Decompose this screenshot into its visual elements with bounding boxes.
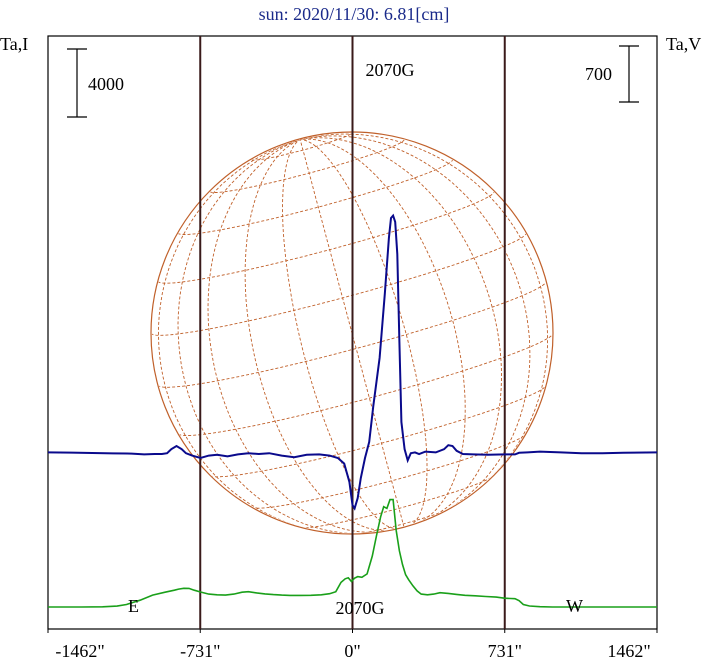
x-tick-label: 731" <box>488 641 522 661</box>
intensity-scale-bar <box>67 48 87 118</box>
x-tick-label: -731" <box>180 641 220 661</box>
solar-latitude-line <box>300 475 495 529</box>
solar-latitude-line <box>209 385 547 478</box>
solar-longitude-line <box>300 135 531 519</box>
left-axis-label: Ta,I <box>0 34 28 54</box>
solar-longitude-line <box>300 138 466 525</box>
peak-label-top: 2070G <box>366 60 415 80</box>
solar-longitude-line <box>300 133 549 509</box>
solar-latitude-line <box>251 433 527 509</box>
solar-latitude-line <box>177 159 454 235</box>
solar-longitude-line <box>207 139 390 533</box>
solar-longitude-line <box>158 139 354 533</box>
x-tick-label: 1462" <box>607 641 650 661</box>
right-axis-label: Ta,V <box>666 34 701 54</box>
intensity-series-line <box>48 498 657 608</box>
solar-longitude-line <box>177 139 378 533</box>
chart-title: sun: 2020/11/30: 6.81[cm] <box>259 4 450 24</box>
x-axis-ticks: -1462" -731" 0" 731" 1462" <box>47 629 658 661</box>
polarization-series-line <box>47 213 658 511</box>
peak-label-bottom: 2070G <box>336 598 385 618</box>
limb-lines <box>199 36 506 629</box>
west-label: W <box>566 596 583 616</box>
east-label: E <box>128 596 139 616</box>
polarization-scale-bar <box>619 45 639 103</box>
x-tick-label: 0" <box>344 641 360 661</box>
solar-longitude-line <box>244 139 394 531</box>
polarization-scale-label: 700 <box>585 64 612 84</box>
solar-latitude-line <box>178 333 552 436</box>
solar-latitude-line <box>209 139 405 193</box>
intensity-scale-label: 4000 <box>88 74 124 94</box>
solar-longitude-line <box>300 137 502 524</box>
x-tick-label: -1462" <box>55 641 104 661</box>
